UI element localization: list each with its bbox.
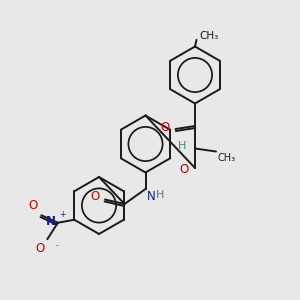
Text: CH₃: CH₃ [218,153,236,163]
Text: O: O [90,190,100,203]
Text: O: O [161,121,170,134]
Text: +: + [59,210,66,219]
Text: H: H [156,190,164,200]
Text: N: N [46,215,56,228]
Text: O: O [179,163,188,176]
Text: O: O [28,199,38,212]
Text: H: H [178,140,187,151]
Text: CH₃: CH₃ [200,31,219,41]
Text: N: N [147,190,156,202]
Text: ⁻: ⁻ [54,244,59,253]
Text: O: O [36,242,45,255]
